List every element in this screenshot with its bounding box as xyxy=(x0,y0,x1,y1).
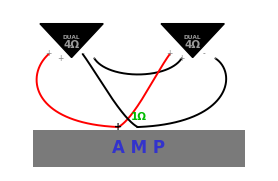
Text: A M P: A M P xyxy=(113,139,165,157)
Text: +: + xyxy=(114,122,122,132)
Text: +: + xyxy=(46,49,52,58)
Text: -: - xyxy=(214,54,217,63)
Text: -: - xyxy=(136,122,139,132)
Polygon shape xyxy=(40,24,103,58)
Text: 1Ω: 1Ω xyxy=(131,112,147,122)
Text: +: + xyxy=(57,54,64,63)
Text: 4Ω: 4Ω xyxy=(185,40,201,50)
Polygon shape xyxy=(161,24,224,58)
Text: DUAL: DUAL xyxy=(184,35,202,39)
Text: +: + xyxy=(167,49,173,58)
FancyBboxPatch shape xyxy=(33,130,245,167)
Text: 4Ω: 4Ω xyxy=(63,40,80,50)
Text: +: + xyxy=(178,54,185,63)
Text: -: - xyxy=(93,54,96,63)
Text: DUAL: DUAL xyxy=(63,35,80,39)
Text: -: - xyxy=(202,49,205,58)
Text: -: - xyxy=(81,49,84,58)
